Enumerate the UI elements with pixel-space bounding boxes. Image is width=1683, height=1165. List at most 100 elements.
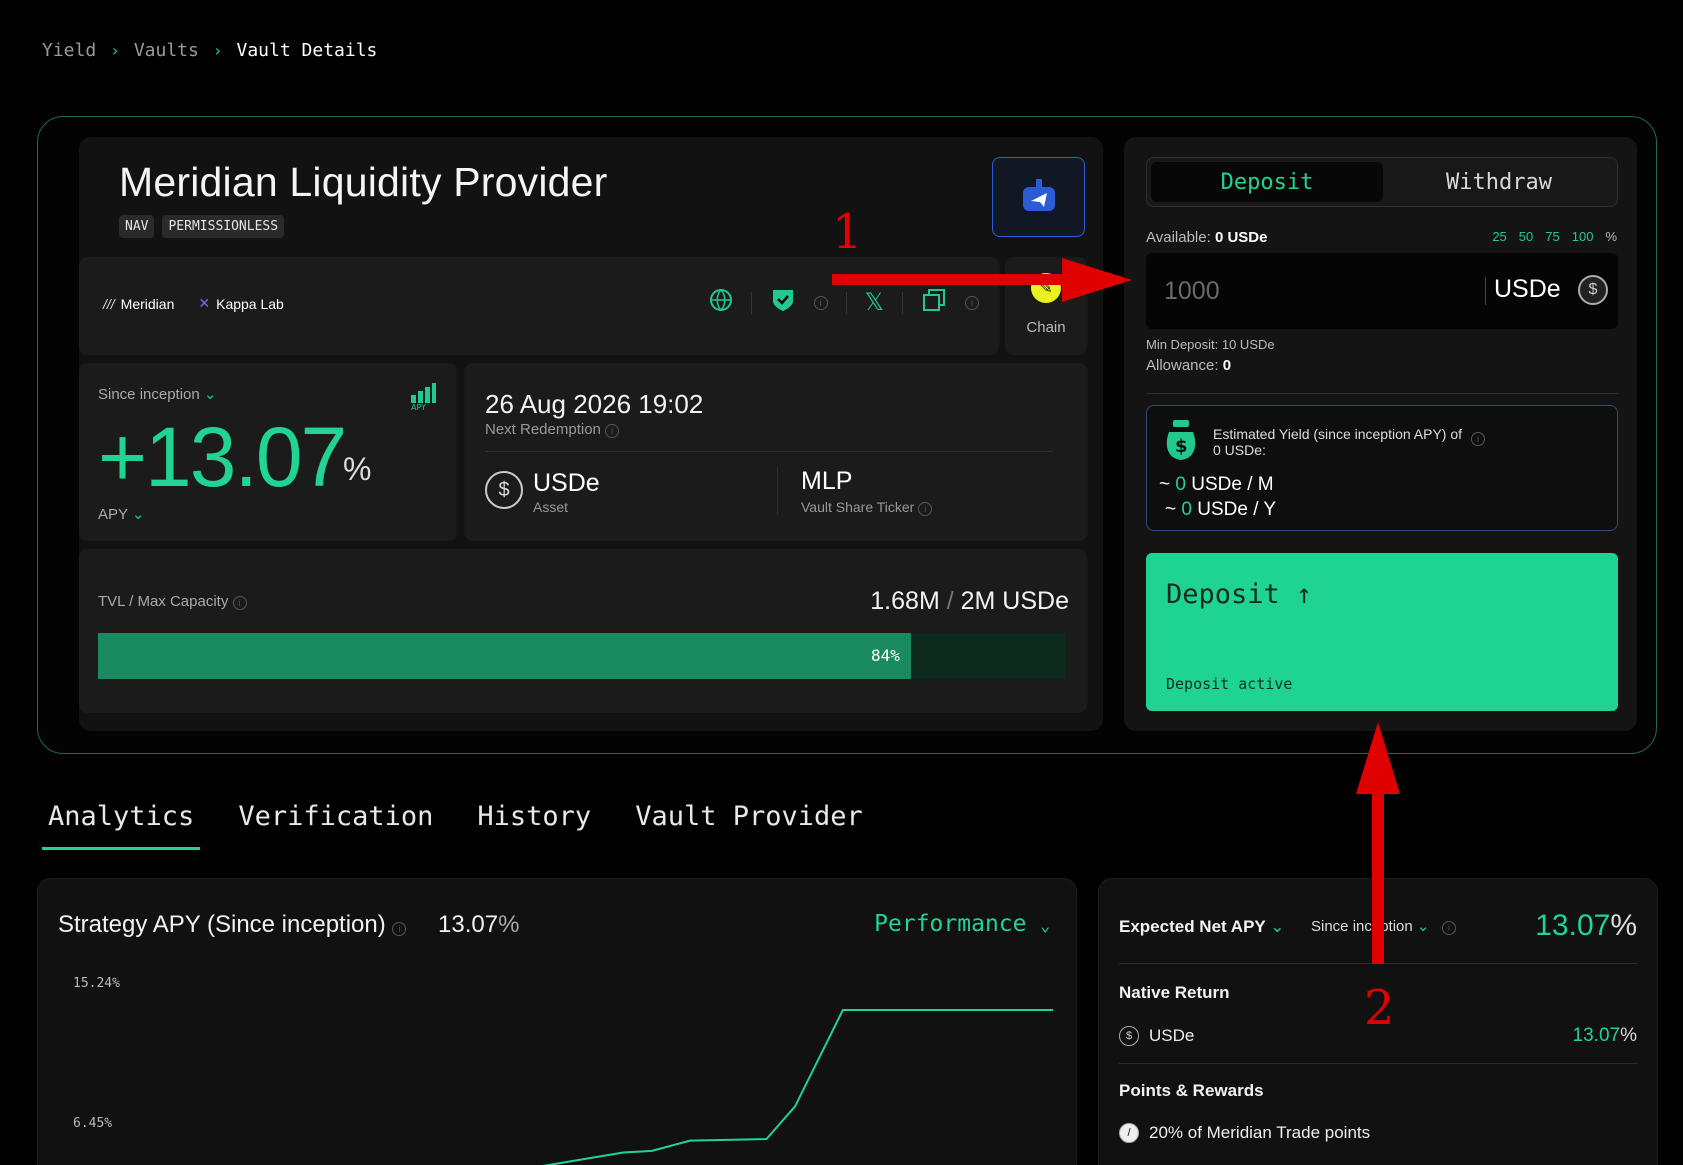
chevron-down-icon: ⌄	[1416, 918, 1430, 935]
divider	[1485, 277, 1486, 305]
percent-50-button[interactable]: 50	[1518, 229, 1534, 244]
vault-tags: NAV PERMISSIONLESS	[119, 215, 285, 238]
tvl-value: 1.68M / 2M USDe	[870, 587, 1069, 615]
expected-net-apy-select[interactable]: Expected Net APY ⌄	[1119, 917, 1285, 936]
tab-analytics[interactable]: Analytics	[42, 795, 201, 850]
native-return-row: $ USDe 13.07%	[1119, 1025, 1637, 1047]
apy-value: +13.07	[98, 410, 347, 504]
chevron-down-icon: ⌄	[1040, 916, 1050, 935]
vault-info-card: Meridian Liquidity Provider NAV PERMISSI…	[79, 137, 1103, 731]
tvl-card: TVL / Max Capacity i 1.68M / 2M USDe 84%	[79, 549, 1087, 713]
available-balance: Available: 0 USDe	[1146, 229, 1268, 246]
info-icon[interactable]: i	[965, 295, 979, 310]
chevron-down-icon: ⌄	[131, 506, 145, 523]
info-icon[interactable]: i	[918, 502, 933, 516]
info-icon[interactable]: i	[232, 596, 247, 610]
breadcrumb-yield[interactable]: Yield	[42, 40, 97, 61]
estimated-yield-month: ~ 0 USDe / M	[1159, 474, 1274, 495]
performance-dropdown[interactable]: Performance ⌄	[874, 911, 1050, 937]
info-icon[interactable]: i	[1442, 921, 1456, 935]
detail-tabs: Analytics Verification History Vault Pro…	[42, 795, 901, 850]
info-icon[interactable]: i	[605, 424, 620, 438]
tag-permissionless: PERMISSIONLESS	[162, 215, 285, 238]
usde-coin-icon: $	[1578, 275, 1608, 305]
partner-kappa-lab[interactable]: ✕ Kappa Lab	[198, 295, 284, 312]
partner-meridian[interactable]: /// Meridian	[103, 295, 175, 312]
breadcrumb-vault-details: Vault Details	[236, 40, 378, 61]
percent-75-button[interactable]: 75	[1545, 229, 1560, 244]
chevron-down-icon: ⌄	[1270, 917, 1285, 936]
allowance: Allowance: 0	[1146, 357, 1232, 374]
divider	[1146, 393, 1618, 394]
chevron-down-icon: ⌄	[203, 386, 217, 403]
tab-history[interactable]: History	[477, 801, 592, 832]
x-twitter-icon[interactable]: 𝕏	[864, 289, 884, 316]
strategy-apy-card: Strategy APY (Since inception) i 13.07% …	[37, 878, 1077, 1165]
chain-label: Chain	[1026, 319, 1066, 336]
tvl-label: TVL / Max Capacity i	[98, 593, 247, 610]
percent-sign: %	[1605, 229, 1617, 244]
estimated-yield-year: ~ 0 USDe / Y	[1165, 499, 1277, 520]
tab-verification[interactable]: Verification	[238, 801, 434, 832]
tag-nav: NAV	[119, 215, 155, 238]
deposit-button-label: Deposit ↑	[1166, 579, 1313, 610]
annotation-number-1: 1	[832, 204, 863, 260]
strategy-value: 13.07%	[438, 911, 520, 938]
apy-bars-icon: APY	[411, 383, 436, 411]
apy-unit: %	[343, 451, 372, 487]
partners-bar: /// Meridian ✕ Kappa Lab i 𝕏	[79, 257, 999, 355]
usde-coin-icon: $	[485, 471, 523, 509]
apy-metric-select[interactable]: APY ⌄	[98, 506, 145, 523]
annotation-number-2: 2	[1364, 980, 1395, 1036]
net-apy-period-select[interactable]: Since inception ⌄ i	[1311, 917, 1456, 935]
strategy-apy-chart: 15.24% 6.45%	[73, 976, 1053, 1165]
deposit-status: Deposit active	[1166, 675, 1293, 693]
y-tick-label: 15.24%	[73, 976, 120, 991]
copy-icon[interactable]	[921, 287, 947, 318]
redemption-card: 26 Aug 2026 19:02 Next Redemption i $ US…	[465, 363, 1087, 541]
amount-unit: USDe	[1494, 275, 1561, 303]
info-icon[interactable]: i	[1471, 432, 1485, 446]
vault-share-ticker: MLP	[801, 467, 853, 495]
deposit-button[interactable]: Deposit ↑ Deposit active	[1146, 553, 1618, 711]
percent-25-button[interactable]: 25	[1492, 229, 1507, 244]
info-icon[interactable]: i	[392, 922, 407, 936]
apy-period-select[interactable]: Since inception ⌄	[98, 386, 217, 403]
divider	[485, 451, 1053, 452]
chain-box[interactable]: ✎ Chain	[1005, 257, 1087, 355]
chevron-right-icon: ›	[110, 41, 120, 60]
apy-card: Since inception ⌄ APY +13.07 % APY ⌄	[79, 363, 457, 541]
native-asset: USDe	[1149, 1026, 1195, 1045]
next-redemption-label: Next Redemption i	[485, 421, 620, 438]
kappa-lab-logo-icon: ✕	[198, 295, 211, 311]
vault-title: Meridian Liquidity Provider	[119, 159, 608, 205]
estimated-yield-box: $ Estimated Yield (since inception APY) …	[1146, 405, 1618, 531]
amount-field-box: USDe $	[1146, 253, 1618, 329]
points-item: 20% of Meridian Trade points	[1149, 1123, 1371, 1142]
percent-100-button[interactable]: 100	[1571, 229, 1594, 244]
divider	[1119, 963, 1637, 964]
svg-text:APY: APY	[411, 403, 426, 411]
points-rewards-label: Points & Rewards	[1119, 1081, 1264, 1100]
breadcrumb-vaults[interactable]: Vaults	[133, 40, 199, 61]
divider	[777, 467, 778, 515]
breadcrumb: Yield › Vaults › Vault Details	[42, 40, 377, 61]
chevron-right-icon: ›	[212, 41, 223, 60]
tab-withdraw[interactable]: Withdraw	[1446, 169, 1552, 195]
tab-deposit[interactable]: Deposit	[1151, 162, 1383, 202]
telegram-bot-button[interactable]	[992, 157, 1085, 237]
strategy-title: Strategy APY (Since inception) i	[58, 911, 407, 939]
native-return-label: Native Return	[1119, 983, 1230, 1002]
info-icon[interactable]: i	[813, 295, 828, 310]
svg-text:$: $	[1175, 436, 1188, 457]
website-globe-icon[interactable]	[709, 288, 733, 317]
divider	[1119, 1063, 1637, 1064]
tab-vault-provider[interactable]: Vault Provider	[635, 801, 863, 832]
tvl-percent-label: 84%	[871, 646, 900, 665]
divider	[750, 291, 752, 314]
audit-shield-icon[interactable]	[770, 287, 796, 318]
robot-icon	[1022, 179, 1055, 211]
deposit-amount-input[interactable]	[1164, 273, 1464, 309]
deposit-panel: Deposit Withdraw Available: 0 USDe 25 50…	[1124, 137, 1637, 731]
deposit-withdraw-toggle: Deposit Withdraw	[1146, 157, 1618, 207]
